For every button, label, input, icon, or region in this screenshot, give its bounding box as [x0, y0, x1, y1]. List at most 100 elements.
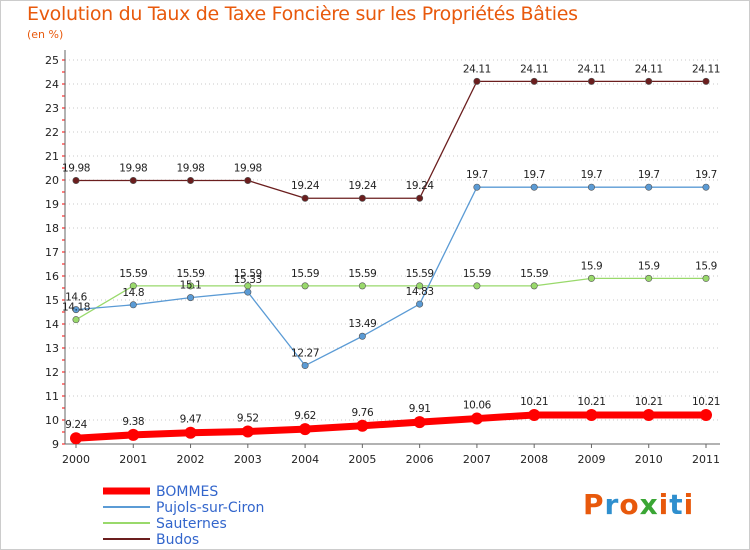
data-point — [473, 77, 481, 85]
data-label: 10.21 — [577, 396, 605, 408]
data-label: 14.6 — [65, 292, 87, 304]
legend-label: Sauternes — [156, 516, 227, 532]
data-label: 19.24 — [291, 180, 320, 192]
y-tick-label: 18 — [45, 222, 59, 235]
y-tick-label: 22 — [45, 126, 59, 139]
data-label: 15.59 — [406, 268, 434, 280]
data-label: 19.98 — [119, 162, 147, 174]
data-label: 19.98 — [62, 162, 90, 174]
data-point — [356, 419, 369, 432]
data-label: 19.7 — [581, 169, 603, 181]
data-label: 15.9 — [695, 260, 717, 272]
data-label: 19.7 — [523, 169, 545, 181]
x-tick-label: 2003 — [234, 453, 262, 466]
data-point — [645, 183, 653, 191]
data-point — [416, 194, 424, 202]
series-line — [75, 80, 707, 199]
data-point — [244, 176, 252, 184]
data-label: 19.24 — [348, 180, 377, 192]
data-point — [700, 408, 712, 421]
x-tick-label: 2007 — [463, 453, 491, 466]
data-point — [129, 282, 137, 290]
data-label: 19.7 — [466, 169, 488, 181]
data-label: 19.98 — [177, 162, 205, 174]
x-tick-label: 2005 — [348, 453, 376, 466]
data-label: 9.24 — [65, 419, 87, 431]
data-point — [301, 282, 309, 290]
data-point — [241, 425, 254, 438]
data-label: 9.47 — [180, 414, 202, 426]
data-label: 19.24 — [406, 180, 435, 192]
data-point — [587, 274, 595, 282]
x-tick-label: 2006 — [406, 453, 434, 466]
y-tick-label: 21 — [45, 150, 59, 163]
series-layer — [70, 77, 712, 445]
data-label: 19.98 — [234, 162, 262, 174]
data-label: 15.1 — [180, 280, 202, 292]
data-label: 15.59 — [119, 268, 147, 280]
data-point — [187, 282, 195, 290]
x-tick-label: 2009 — [577, 453, 605, 466]
data-label: 24.11 — [692, 63, 720, 75]
data-label: 9.91 — [409, 403, 431, 415]
data-label: 10.21 — [520, 396, 548, 408]
grid-layer — [65, 59, 720, 445]
chart-unit: (en %) — [27, 28, 64, 41]
data-point — [416, 300, 424, 308]
data-point — [184, 426, 197, 439]
data-point — [645, 77, 653, 85]
data-label: 19.7 — [638, 169, 660, 181]
x-tick-label: 2008 — [520, 453, 548, 466]
data-point — [72, 306, 80, 314]
data-point — [645, 274, 653, 282]
data-label: 15.33 — [234, 274, 262, 286]
data-point — [72, 316, 80, 324]
data-label-layer: 19.98 19.98 19.98 19.98 19.24 19.24 19.24 24.11… — [62, 63, 720, 431]
data-point — [473, 183, 481, 191]
data-label: 15.59 — [177, 268, 205, 280]
logo-letter: P — [583, 488, 605, 521]
data-point — [528, 408, 541, 421]
data-label: 9.76 — [351, 407, 373, 419]
y-tick-label: 11 — [45, 390, 59, 403]
data-label: 15.59 — [234, 268, 262, 280]
data-label: 10.06 — [463, 400, 492, 412]
chart-title: Evolution du Taux de Taxe Foncière sur l… — [27, 3, 578, 25]
data-label: 14.8 — [122, 287, 144, 299]
y-tick-label: 15 — [45, 294, 59, 307]
data-label: 15.9 — [581, 260, 603, 272]
data-point — [413, 416, 426, 429]
data-point — [587, 183, 595, 191]
x-tick-label: 2010 — [635, 453, 663, 466]
data-point — [301, 194, 309, 202]
y-tick-label: 20 — [45, 174, 59, 187]
y-tick-label: 10 — [45, 414, 59, 427]
data-point — [530, 77, 538, 85]
data-point — [187, 176, 195, 184]
data-label: 24.11 — [520, 63, 548, 75]
data-label: 13.49 — [348, 318, 376, 330]
y-tick-label: 25 — [45, 54, 59, 67]
x-tick-label: 2011 — [692, 453, 720, 466]
data-point — [470, 412, 483, 425]
data-point — [358, 282, 366, 290]
data-point — [585, 408, 598, 421]
data-point — [70, 432, 82, 445]
proxiti-logo: Proxiti — [583, 488, 694, 521]
y-tick-label: 12 — [45, 366, 59, 379]
y-tick-label: 16 — [45, 270, 59, 283]
y-tick-label: 19 — [45, 198, 59, 211]
data-label: 9.38 — [122, 416, 144, 428]
data-label: 15.59 — [291, 268, 319, 280]
data-point — [72, 176, 80, 184]
data-label: 12.27 — [291, 348, 319, 360]
data-label: 15.9 — [638, 260, 660, 272]
logo-letter: o — [619, 488, 640, 521]
data-label: 10.21 — [692, 396, 720, 408]
data-label: 14.18 — [62, 302, 90, 314]
data-label: 10.21 — [635, 396, 663, 408]
logo-letter: x — [639, 488, 659, 521]
data-label: 9.62 — [294, 410, 316, 422]
